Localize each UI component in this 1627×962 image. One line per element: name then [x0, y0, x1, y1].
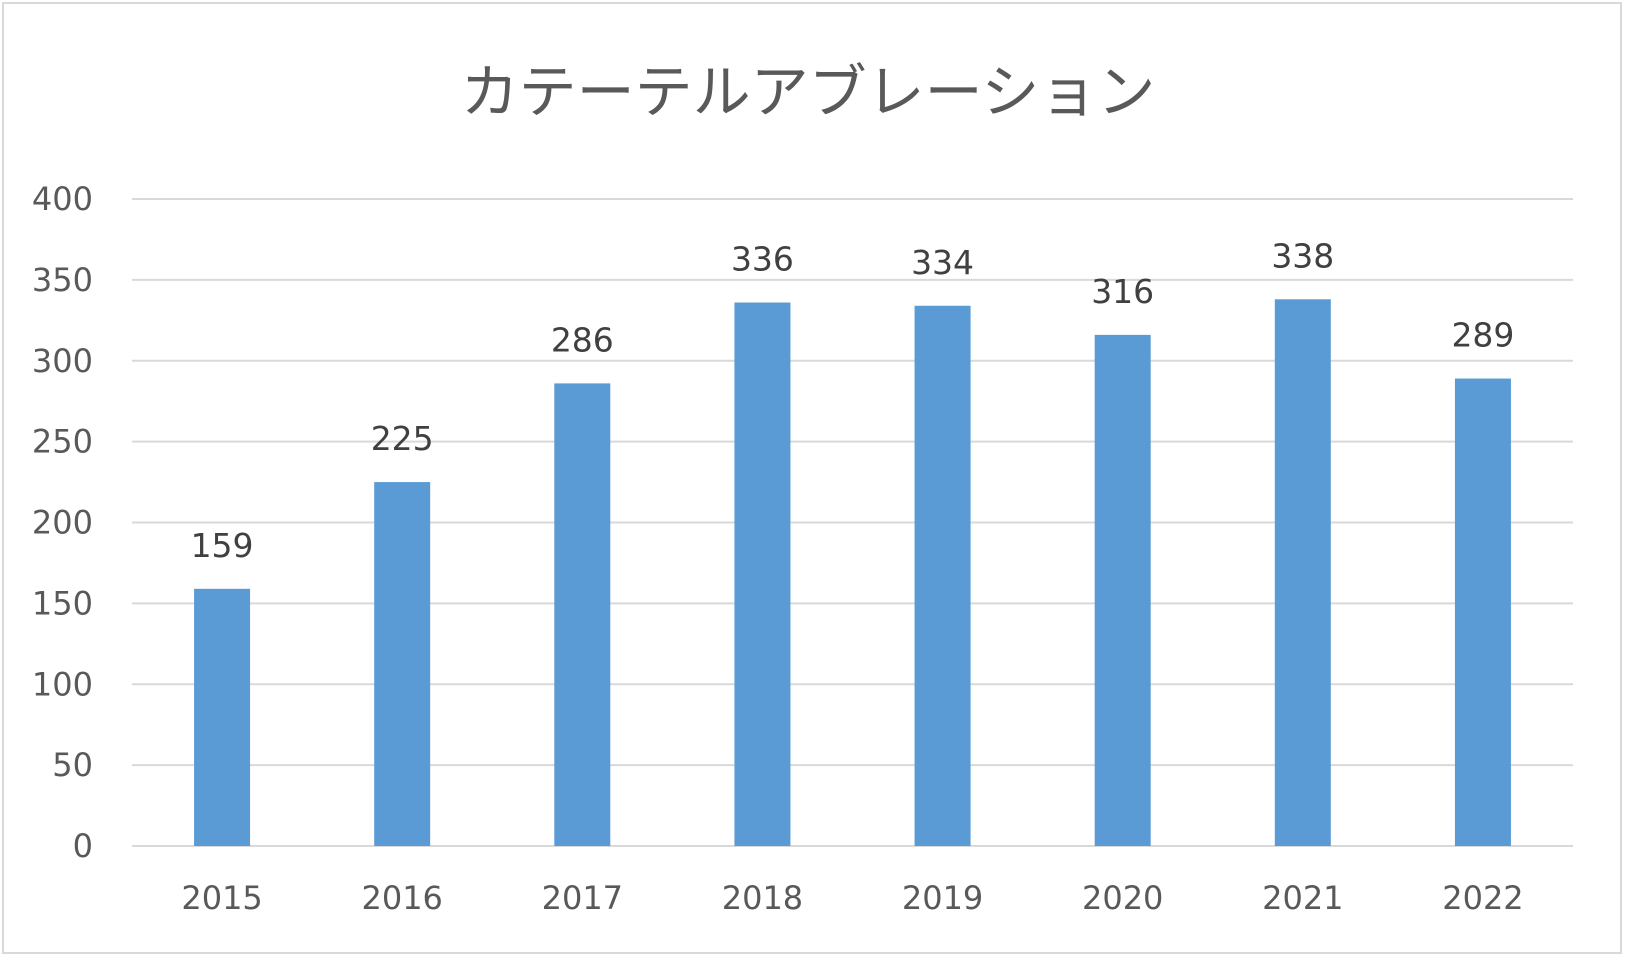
x-tick-label: 2021 — [1262, 879, 1343, 917]
x-tick-label: 2018 — [722, 879, 803, 917]
x-tick-label: 2019 — [902, 879, 983, 917]
bar — [194, 588, 251, 846]
y-tick-label: 400 — [32, 180, 93, 218]
data-label: 336 — [731, 240, 794, 279]
y-tick-label: 350 — [32, 261, 93, 299]
bar — [554, 383, 611, 846]
x-tick-label: 2020 — [1082, 879, 1163, 917]
y-tick-label: 100 — [32, 665, 93, 703]
x-tick-label: 2022 — [1442, 879, 1523, 917]
data-label: 286 — [551, 320, 614, 359]
bar — [1454, 378, 1511, 846]
y-tick-label: 150 — [32, 584, 93, 622]
data-label: 225 — [371, 419, 434, 458]
x-tick-label: 2017 — [542, 879, 623, 917]
bar — [374, 482, 431, 846]
data-label: 334 — [911, 243, 974, 282]
y-tick-label: 50 — [52, 746, 93, 784]
x-tick-label: 2016 — [361, 879, 442, 917]
data-label: 316 — [1091, 272, 1154, 311]
data-label: 289 — [1451, 316, 1514, 355]
bar — [734, 302, 791, 846]
data-label: 338 — [1271, 236, 1334, 275]
y-axis-ticks: 0 50 100 150 200 250 300 350 400 — [32, 180, 93, 865]
data-labels: 159 225 286 336 334 316 338 289 — [191, 236, 1515, 565]
x-tick-label: 2015 — [181, 879, 262, 917]
x-axis-ticks: 2015 2016 2017 2018 2019 2020 2021 2022 — [181, 879, 1523, 917]
y-tick-label: 200 — [32, 504, 93, 542]
bars — [194, 299, 1511, 846]
bar — [1094, 334, 1151, 846]
bar — [1274, 299, 1331, 846]
gridlines — [132, 198, 1573, 847]
chart-title: カテーテルアブレーション — [461, 58, 1156, 126]
y-tick-label: 250 — [32, 423, 93, 461]
y-tick-label: 300 — [32, 342, 93, 380]
bar — [914, 305, 971, 846]
data-label: 159 — [191, 526, 254, 565]
y-tick-label: 0 — [73, 827, 93, 865]
